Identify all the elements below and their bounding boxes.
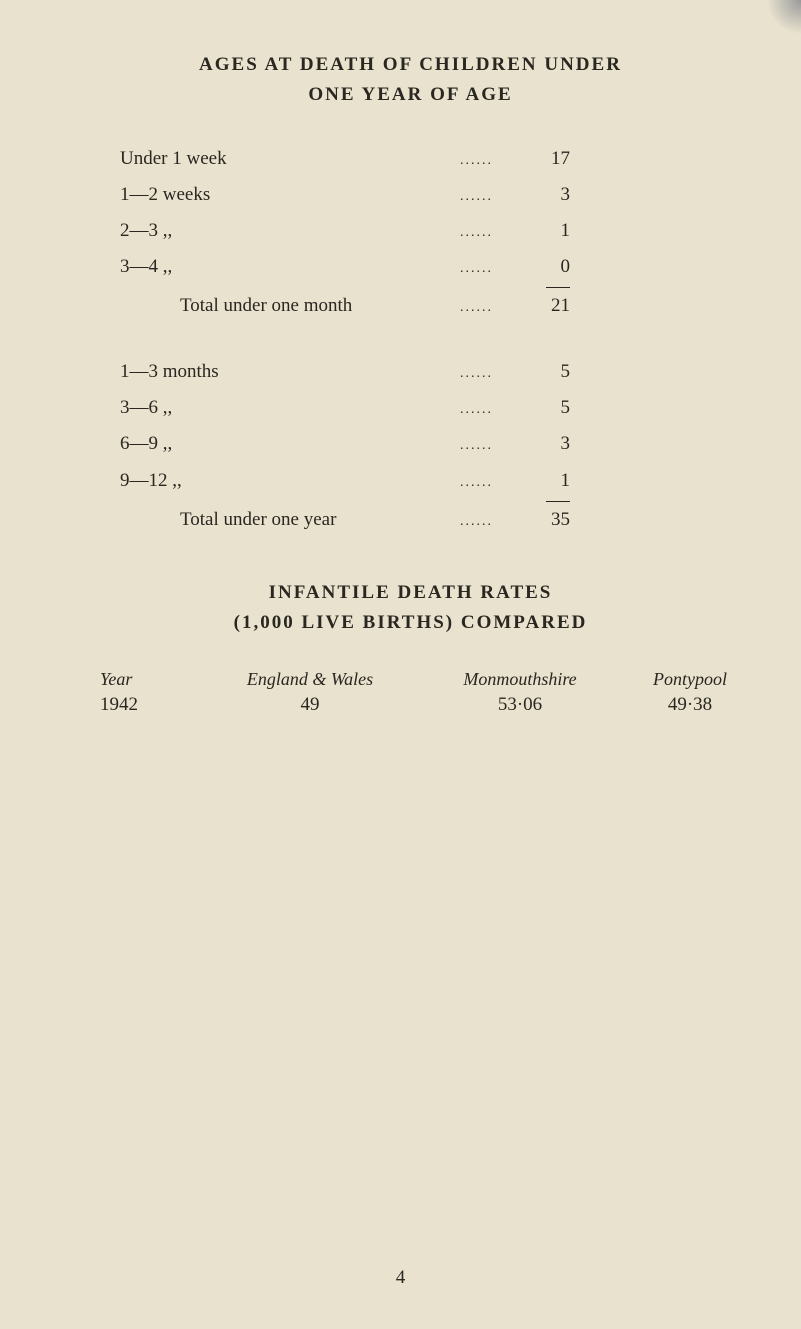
row-label: 9—12 ,, xyxy=(120,463,460,499)
row-label: 1—2 weeks xyxy=(120,177,460,213)
total-value: 35 xyxy=(520,502,570,538)
row-label: 2—3 ,, xyxy=(120,213,460,249)
column-year: Year 1942 xyxy=(100,669,200,716)
value-monmouthshire: 53·06 xyxy=(498,694,542,716)
row-value: 17 xyxy=(520,141,570,177)
title-line-1: AGES AT DEATH OF CHILDREN UNDER xyxy=(199,54,622,75)
total-row: Total under one month ...... 21 xyxy=(120,288,721,324)
dots: ...... xyxy=(460,470,520,497)
table-row: 6—9 ,, ...... 3 xyxy=(120,426,721,462)
column-pontypool: Pontypool 49·38 xyxy=(620,669,760,716)
dots: ...... xyxy=(460,361,520,388)
dots: ...... xyxy=(460,397,520,424)
total-label: Total under one month xyxy=(120,288,460,324)
header-monmouthshire: Monmouthshire xyxy=(463,669,576,690)
dots: ...... xyxy=(460,184,520,211)
row-value: 1 xyxy=(520,463,570,502)
dots: ...... xyxy=(460,433,520,460)
page-number: 4 xyxy=(396,1267,406,1289)
header-england-wales: England & Wales xyxy=(247,669,373,690)
months-section: 1—3 months ...... 5 3—6 ,, ...... 5 6—9 … xyxy=(120,354,721,537)
comparison-table: Year 1942 England & Wales 49 Monmouthshi… xyxy=(100,669,721,716)
value-underlined: 1 xyxy=(546,463,570,502)
column-england-wales: England & Wales 49 xyxy=(200,669,420,716)
weeks-section: Under 1 week ...... 17 1—2 weeks ...... … xyxy=(120,141,721,324)
subtitle: INFANTILE DEATH RATES (1,000 LIVE BIRTHS… xyxy=(100,578,721,639)
title-line-2: ONE YEAR OF AGE xyxy=(308,84,512,105)
header-pontypool: Pontypool xyxy=(653,669,727,690)
row-value: 0 xyxy=(520,249,570,288)
dots: ...... xyxy=(460,295,520,322)
row-label: 1—3 months xyxy=(120,354,460,390)
table-row: 1—3 months ...... 5 xyxy=(120,354,721,390)
total-label: Total under one year xyxy=(120,502,460,538)
dots: ...... xyxy=(460,148,520,175)
table-row: Under 1 week ...... 17 xyxy=(120,141,721,177)
main-title: AGES AT DEATH OF CHILDREN UNDER ONE YEAR… xyxy=(100,50,721,111)
row-value: 3 xyxy=(520,426,570,462)
dots: ...... xyxy=(460,256,520,283)
total-value: 21 xyxy=(520,288,570,324)
table-row: 1—2 weeks ...... 3 xyxy=(120,177,721,213)
total-row: Total under one year ...... 35 xyxy=(120,502,721,538)
subtitle-line-2: (1,000 LIVE BIRTHS) COMPARED xyxy=(234,612,588,633)
row-value: 3 xyxy=(520,177,570,213)
dots: ...... xyxy=(460,220,520,247)
table-row: 2—3 ,, ...... 1 xyxy=(120,213,721,249)
column-monmouthshire: Monmouthshire 53·06 xyxy=(420,669,620,716)
row-label: 6—9 ,, xyxy=(120,426,460,462)
page-corner-shadow xyxy=(761,0,801,40)
table-row: 9—12 ,, ...... 1 xyxy=(120,463,721,502)
table-row: 3—4 ,, ...... 0 xyxy=(120,249,721,288)
table-row: 3—6 ,, ...... 5 xyxy=(120,390,721,426)
value-pontypool: 49·38 xyxy=(668,694,712,716)
row-value: 1 xyxy=(520,213,570,249)
value-year: 1942 xyxy=(100,694,138,716)
header-year: Year xyxy=(100,669,132,690)
row-label: 3—4 ,, xyxy=(120,249,460,285)
row-value: 5 xyxy=(520,354,570,390)
row-label: 3—6 ,, xyxy=(120,390,460,426)
dots: ...... xyxy=(460,509,520,536)
subtitle-line-1: INFANTILE DEATH RATES xyxy=(269,582,553,603)
value-underlined: 0 xyxy=(546,249,570,288)
row-label: Under 1 week xyxy=(120,141,460,177)
value-england-wales: 49 xyxy=(301,694,320,716)
row-value: 5 xyxy=(520,390,570,426)
